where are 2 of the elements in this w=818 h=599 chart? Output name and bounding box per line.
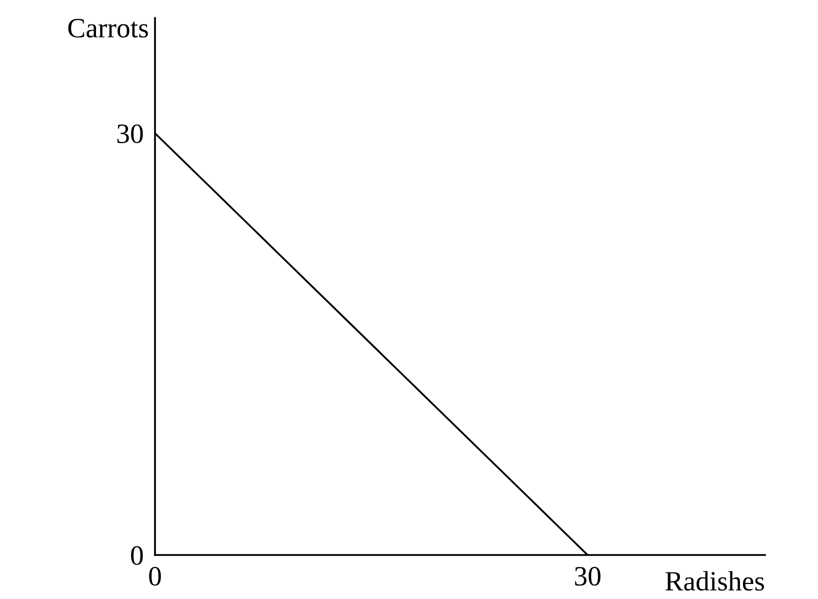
x-axis-title: Radishes [665,571,764,591]
y-axis-title: Carrots [68,18,148,38]
